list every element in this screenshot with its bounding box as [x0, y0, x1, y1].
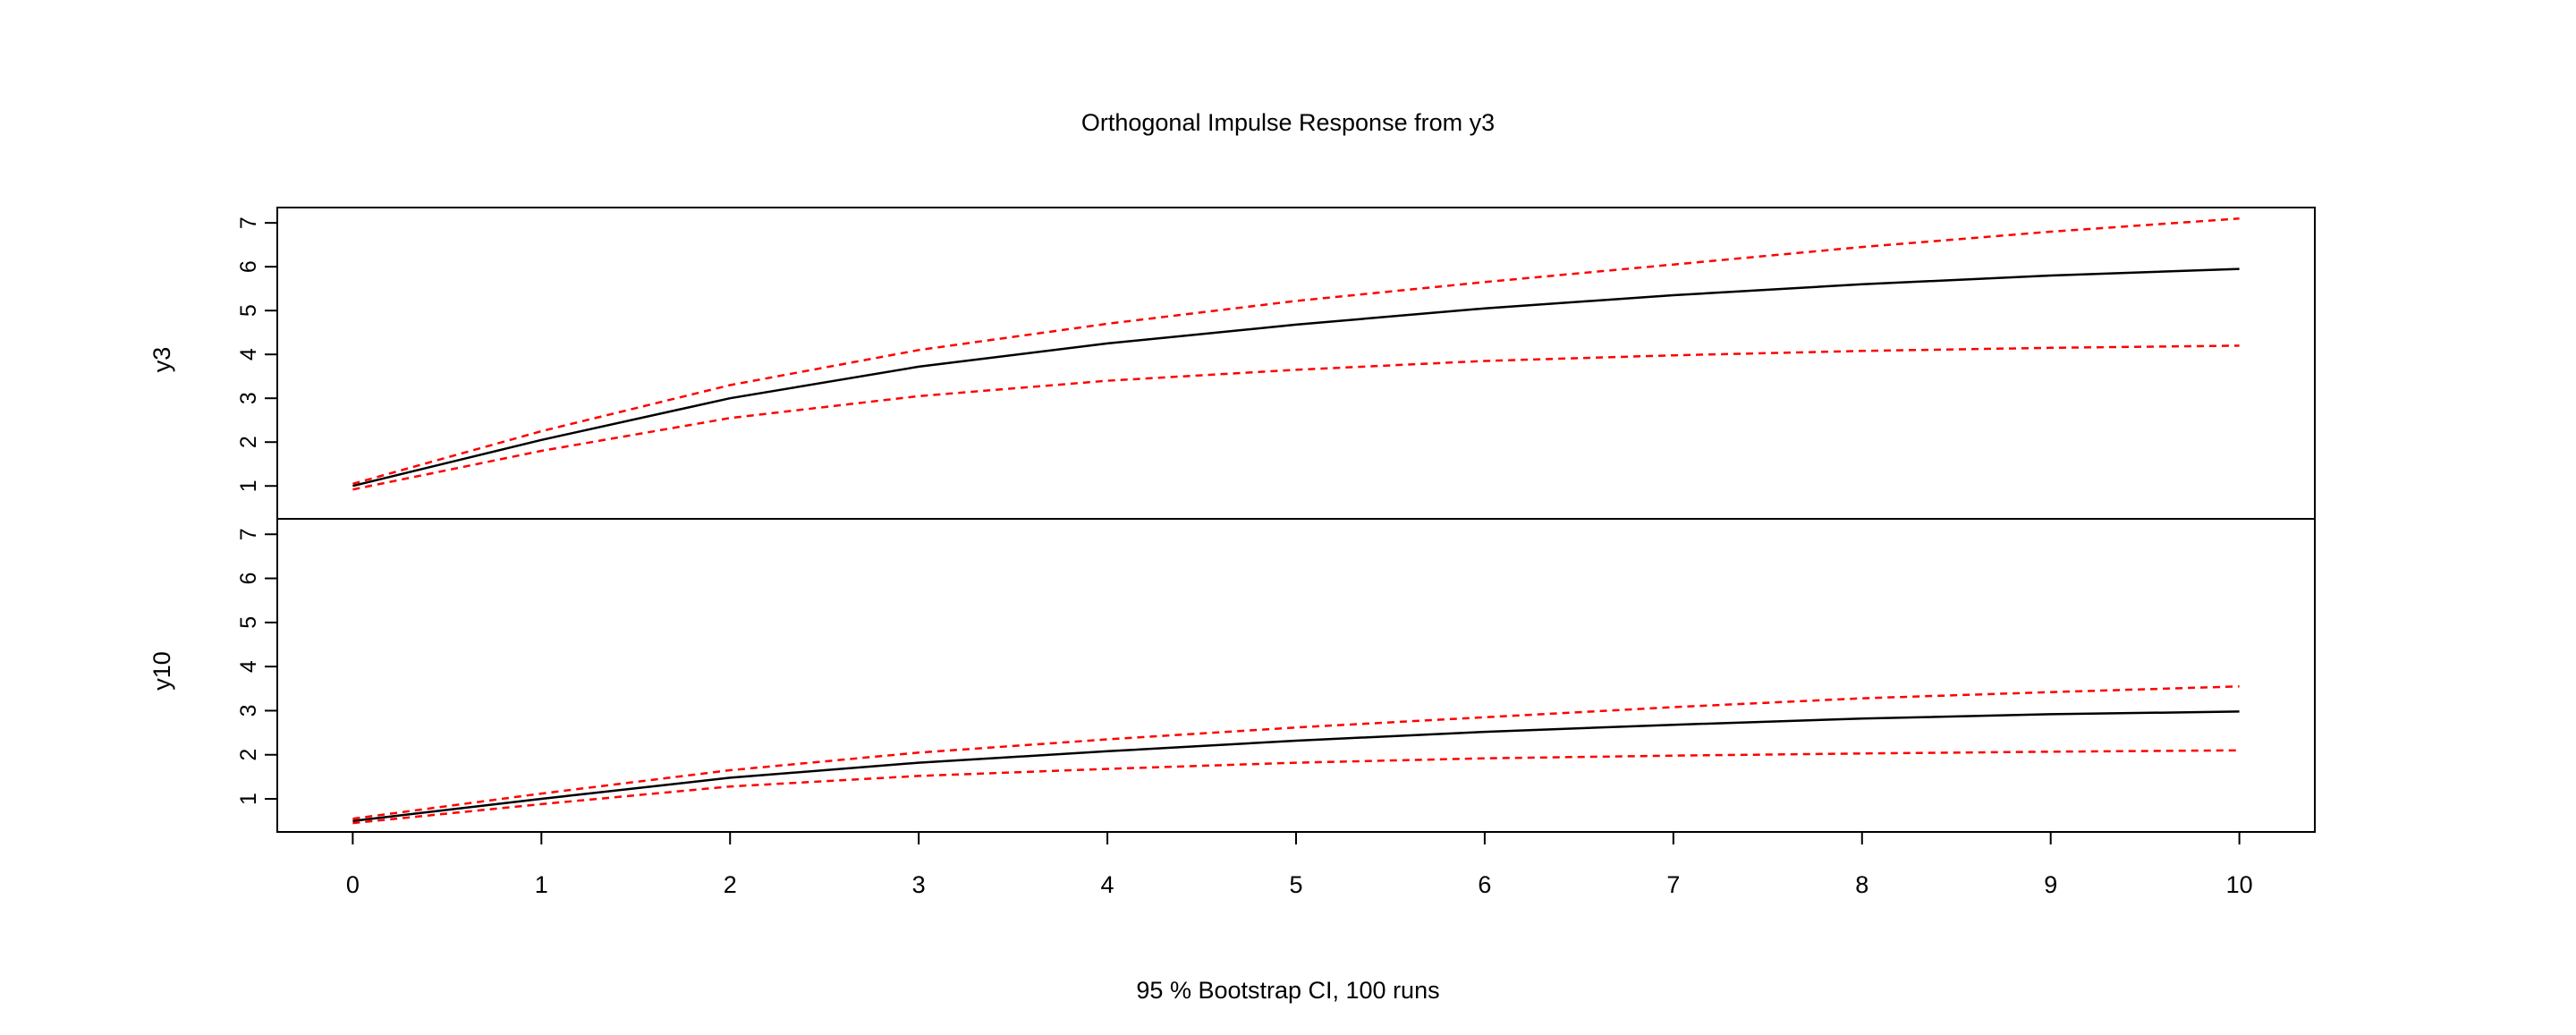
- x-tick-label-1: 1: [535, 871, 548, 898]
- x-tick-label-10: 10: [2226, 871, 2253, 898]
- y-tick-label-1-1: 2: [236, 749, 261, 761]
- y-tick-label-0-3: 4: [236, 348, 261, 361]
- panel-top: 1 2 3 4 5 6 7: [236, 216, 2240, 492]
- x-tick-label-7: 7: [1666, 871, 1680, 898]
- x-tick-label-2: 2: [724, 871, 737, 898]
- y-tick-label-1-2: 3: [236, 704, 261, 717]
- y-tick-label-0-0: 1: [236, 479, 261, 492]
- x-tick-label-0: 0: [346, 871, 360, 898]
- series-line-0-response: [352, 267, 2240, 488]
- y-axis-label-top: y3: [148, 347, 175, 373]
- series-line-0-lower: [352, 344, 2240, 491]
- chart-title: Orthogonal Impulse Response from y3: [1081, 109, 1495, 136]
- panel-bottom: 1 2 3 4 5 6 7: [236, 528, 2240, 825]
- y-tick-label-1-0: 1: [236, 793, 261, 805]
- y-tick-label-1-6: 7: [236, 528, 261, 540]
- y-axis-label-bottom: y10: [148, 651, 175, 691]
- y-tick-label-0-6: 7: [236, 216, 261, 229]
- y-tick-label-0-5: 6: [236, 260, 261, 273]
- x-axis-label: 95 % Bootstrap CI, 100 runs: [1136, 977, 1439, 1004]
- y-tick-label-1-3: 4: [236, 660, 261, 673]
- x-tick-label-4: 4: [1101, 871, 1114, 898]
- y-tick-label-1-5: 6: [236, 573, 261, 585]
- x-tick-label-9: 9: [2044, 871, 2057, 898]
- series-line-1-lower: [352, 749, 2240, 825]
- y-tick-label-0-4: 5: [236, 304, 261, 317]
- x-axis: 0 1 2 3 4 5 6 7 8 9 10: [346, 831, 2253, 898]
- x-tick-label-6: 6: [1478, 871, 1491, 898]
- y-tick-label-0-1: 2: [236, 436, 261, 448]
- x-tick-label-8: 8: [1855, 871, 1868, 898]
- y-tick-label-0-2: 3: [236, 392, 261, 404]
- series-line-1-response: [352, 710, 2240, 822]
- x-tick-label-5: 5: [1289, 871, 1302, 898]
- y-tick-label-1-4: 5: [236, 616, 261, 629]
- series-line-1-upper: [352, 685, 2240, 820]
- series-line-0-upper: [352, 217, 2240, 486]
- x-tick-label-3: 3: [912, 871, 926, 898]
